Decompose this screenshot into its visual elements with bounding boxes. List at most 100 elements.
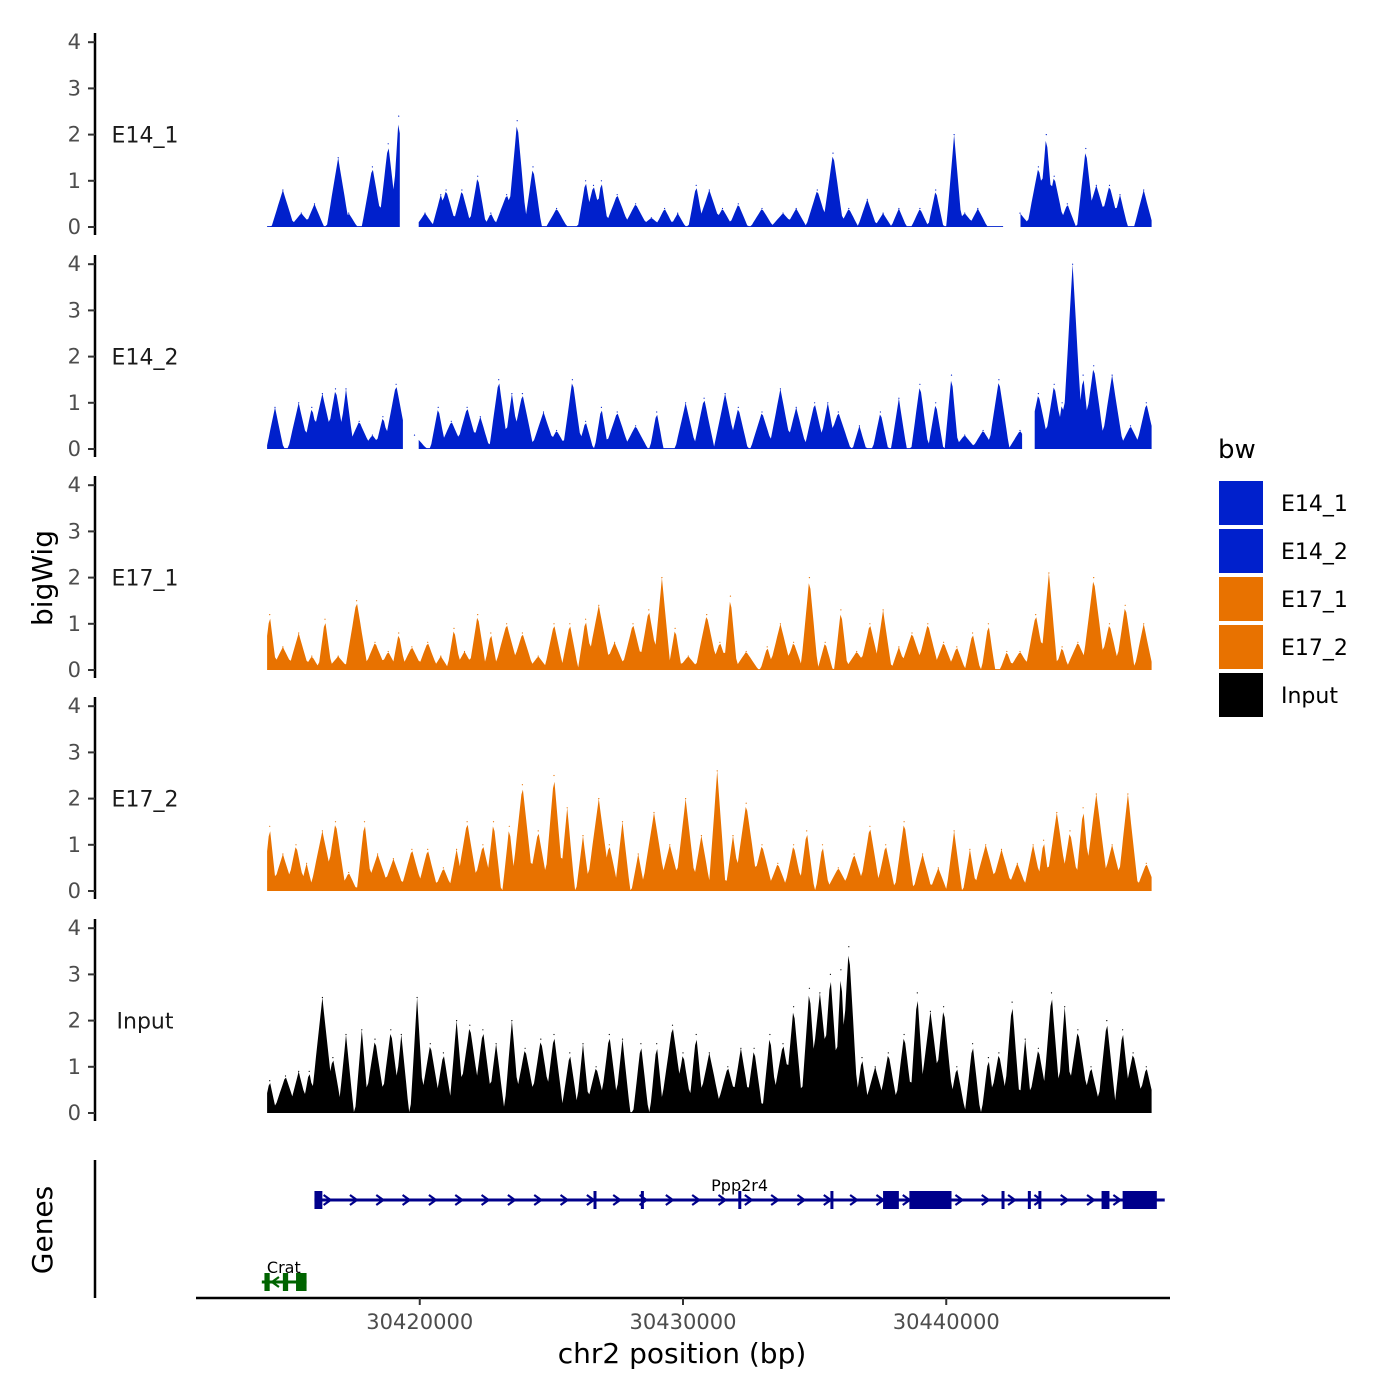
peak-point	[827, 402, 829, 404]
peak-point	[972, 1043, 974, 1045]
peak-point	[371, 434, 373, 436]
peak-point	[848, 946, 850, 948]
peak-point	[998, 379, 1000, 381]
panel-label-E17_1: E17_1	[112, 567, 179, 592]
track-Input: 0 1 2 3 4 Input	[68, 916, 1152, 1125]
peak-point	[1127, 793, 1129, 795]
peak-point	[482, 844, 484, 846]
peak-point	[427, 641, 429, 643]
peak-point	[361, 1029, 363, 1031]
peak-point	[598, 798, 600, 800]
peak-point	[440, 655, 442, 657]
peak-point	[898, 646, 900, 648]
peak-point	[977, 207, 979, 210]
peak-point	[1085, 147, 1087, 150]
peak-point	[498, 379, 500, 381]
peak-point	[537, 655, 539, 657]
track-E17_1: 0 1 2 3 4 E17_1	[68, 473, 1152, 682]
peak-point	[553, 623, 555, 625]
peak-point	[374, 1038, 376, 1040]
peak-point	[719, 641, 721, 643]
peak-point	[456, 848, 458, 851]
peak-point	[1082, 374, 1084, 376]
peak-point	[569, 623, 571, 625]
peak-point	[298, 1070, 300, 1072]
peak-point	[998, 1052, 1000, 1054]
peak-point	[740, 1047, 742, 1049]
peak-point	[1108, 623, 1111, 625]
peak-point	[753, 1047, 755, 1049]
peak-point	[964, 212, 966, 214]
peak-point	[269, 1080, 271, 1082]
peak-point	[972, 632, 974, 634]
strand-arrow	[349, 1194, 359, 1206]
peak-point	[429, 1043, 431, 1045]
peak-point	[677, 212, 679, 214]
peak-point	[358, 420, 360, 422]
peak-point	[837, 411, 839, 413]
peak-point	[345, 1033, 347, 1036]
peak-point	[695, 1033, 697, 1036]
peak-point	[269, 825, 271, 827]
peak-point	[700, 835, 703, 837]
peak-point	[334, 388, 337, 390]
peak-point	[450, 420, 452, 422]
strand-arrow	[1086, 1194, 1096, 1206]
panel-label-E17_2: E17_2	[112, 788, 179, 813]
legend-key-E14_1	[1217, 479, 1265, 527]
peak-point	[1006, 650, 1008, 653]
y-tick-label: 2	[68, 787, 81, 811]
peak-point	[382, 416, 384, 418]
peak-point	[440, 194, 442, 196]
peak-point	[716, 770, 718, 772]
peak-point	[553, 1033, 555, 1036]
peak-point	[982, 429, 984, 432]
peak-point	[1053, 175, 1055, 177]
strand-arrow	[796, 1194, 807, 1206]
strand-arrow	[954, 1194, 965, 1206]
peak-point	[616, 194, 618, 196]
peak-point	[442, 867, 444, 869]
peak-point	[445, 189, 447, 191]
gene-Ppp2r4: Ppp2r4	[314, 1176, 1165, 1209]
peak-point	[1077, 1029, 1079, 1031]
peak-point	[298, 632, 300, 634]
legend-label-Input: Input	[1281, 684, 1338, 709]
peak-point	[334, 821, 337, 823]
peak-point	[956, 646, 958, 648]
peak-point	[685, 402, 687, 404]
strand-arrow	[401, 1194, 412, 1206]
peak-point	[387, 650, 389, 653]
peak-point	[911, 632, 913, 634]
peak-point	[808, 577, 811, 579]
peak-point	[903, 821, 905, 823]
peak-point	[874, 1066, 876, 1068]
peak-point	[1069, 830, 1071, 832]
legend: bw E14_1 E14_2 E17_1 E17_2 Input	[1217, 435, 1348, 719]
peak-point	[461, 189, 463, 191]
peak-point	[469, 1024, 471, 1026]
peak-point	[903, 1033, 905, 1036]
peak-point	[442, 1052, 444, 1054]
peak-point	[745, 650, 747, 653]
peak-point	[516, 120, 518, 122]
peak-point	[387, 143, 389, 145]
peak-point	[935, 402, 937, 404]
peak-point	[413, 434, 416, 436]
peak-point	[848, 207, 850, 210]
exon	[1027, 1191, 1031, 1209]
peak-point	[637, 853, 639, 855]
peak-point	[632, 623, 634, 625]
peak-point	[1119, 194, 1121, 196]
peak-point	[511, 1020, 513, 1022]
peak-point	[490, 212, 492, 214]
peak-point	[621, 821, 624, 823]
peak-point	[919, 207, 921, 210]
peak-point	[1145, 862, 1147, 864]
y-tick-label: 3	[68, 740, 81, 764]
peak-point	[416, 996, 418, 999]
peak-point	[456, 1020, 458, 1022]
peak-point	[832, 152, 834, 154]
peak-point	[724, 393, 726, 395]
peak-point	[1132, 1052, 1134, 1054]
